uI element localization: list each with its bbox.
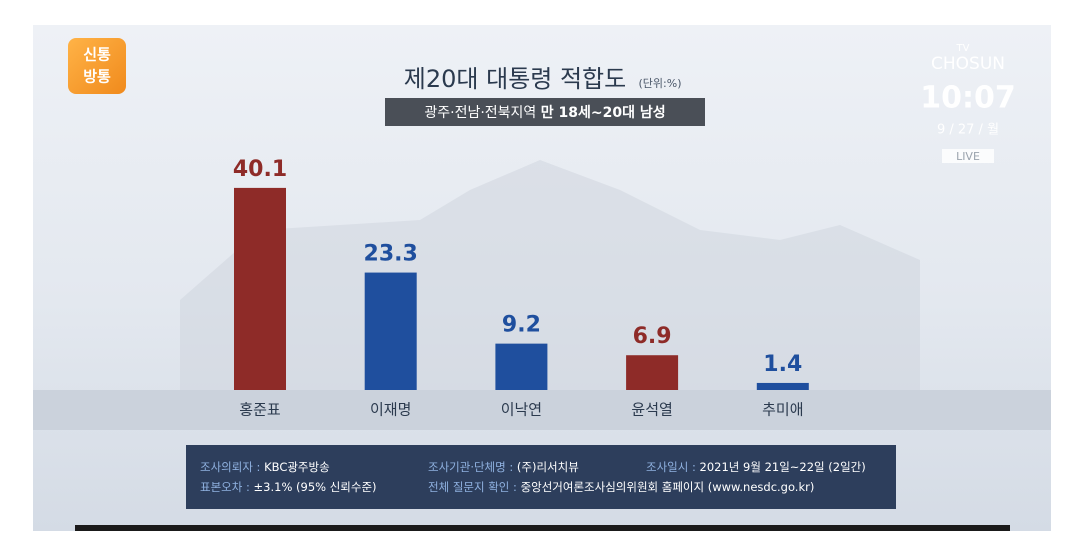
category-label: 이낙연	[501, 401, 542, 419]
logo-text: 신통	[83, 46, 111, 64]
footer-value: KBC광주방송	[264, 460, 330, 474]
category-label: 홍준표	[239, 401, 281, 419]
value-label: 9.2	[502, 313, 541, 338]
footer-item: 표본오차 : ±3.1% (95% 신뢰수준)	[200, 480, 377, 494]
footer-value: 2021년 9월 21일~22일 (2일간)	[700, 460, 866, 474]
category-label: 이재명	[370, 401, 411, 419]
subtitle-text: 광주·전남·전북지역	[424, 105, 536, 121]
floor-band	[33, 390, 1051, 430]
footer-label: 전체 질문지 확인 :	[428, 480, 521, 494]
bar	[234, 187, 286, 390]
footer: 조사의뢰자 : KBC광주방송 조사기관·단체명 : (주)리서치뷰 조사일시 : …	[200, 460, 866, 494]
footer-box	[186, 445, 896, 509]
time: 10:07	[920, 81, 1016, 116]
value-label: 6.9	[633, 324, 672, 349]
logo-text: 방통	[83, 68, 111, 86]
bar	[364, 272, 417, 390]
value-label: 40.1	[233, 157, 287, 182]
footer-item: 조사일시 : 2021년 9월 21일~22일 (2일간)	[646, 460, 866, 474]
footer-label: 조사일시 :	[646, 460, 700, 474]
bottom-rule	[75, 525, 1010, 531]
footer-label: 조사기관·단체명 :	[428, 460, 517, 474]
value-label: 23.3	[364, 242, 418, 267]
footer-item: 조사기관·단체명 : (주)리서치뷰	[428, 460, 579, 474]
category-label: 추미애	[762, 401, 803, 419]
unit: (단위:%)	[639, 77, 682, 90]
footer-value: ±3.1% (95% 신뢰수준)	[254, 480, 377, 494]
bar	[756, 382, 809, 390]
value-label: 1.4	[763, 352, 802, 377]
bar	[495, 343, 548, 390]
live-text: LIVE	[956, 150, 980, 163]
chart-title: 제20대 대통령 적합도	[404, 65, 626, 93]
logo	[68, 38, 126, 94]
date: 9 / 27 / 월	[937, 123, 999, 138]
subtitle-box	[385, 98, 705, 126]
footer-label: 조사의뢰자 :	[200, 460, 264, 474]
channel: CHOSUN	[931, 54, 1005, 74]
subtitle: 광주·전남·전북지역 만 18세~20대 남성	[424, 104, 665, 121]
subtitle-emphasis: 만 18세~20대 남성	[541, 104, 666, 121]
channel-top: TV	[956, 43, 970, 54]
bar	[626, 355, 679, 390]
footer-value: (주)리서치뷰	[517, 460, 579, 474]
live-badge	[942, 149, 994, 163]
footer-item: 조사의뢰자 : KBC광주방송	[200, 460, 330, 474]
footer-value: 중앙선거여론조사심의위원회 홈페이지 (www.nesdc.go.kr)	[521, 480, 815, 494]
category-label: 윤석열	[631, 401, 672, 419]
footer-label: 표본오차 :	[200, 480, 254, 494]
footer-item: 전체 질문지 확인 : 중앙선거여론조사심의위원회 홈페이지 (www.nesd…	[428, 480, 814, 494]
